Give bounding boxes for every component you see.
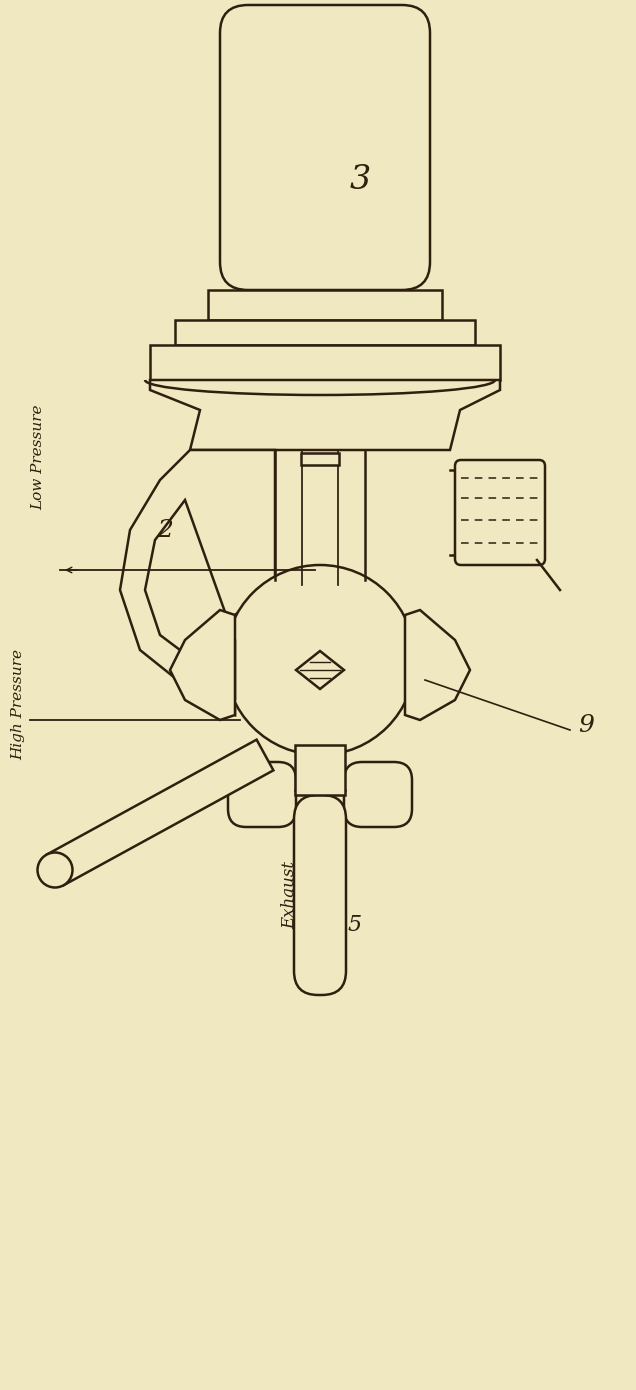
Polygon shape xyxy=(296,651,344,689)
FancyBboxPatch shape xyxy=(228,762,296,827)
Text: 2: 2 xyxy=(157,518,173,542)
Text: 9: 9 xyxy=(578,713,594,737)
FancyBboxPatch shape xyxy=(344,762,412,827)
Polygon shape xyxy=(150,379,500,450)
Bar xyxy=(301,453,339,466)
Bar xyxy=(175,320,475,345)
Polygon shape xyxy=(405,610,470,720)
Bar xyxy=(295,745,345,795)
Text: 3: 3 xyxy=(349,164,371,196)
Circle shape xyxy=(38,852,73,887)
Text: High Pressure: High Pressure xyxy=(11,649,25,760)
Bar xyxy=(150,345,500,379)
Polygon shape xyxy=(46,739,273,885)
FancyBboxPatch shape xyxy=(220,6,430,291)
Polygon shape xyxy=(120,450,275,714)
FancyBboxPatch shape xyxy=(455,460,545,564)
Circle shape xyxy=(225,564,415,755)
Text: 5: 5 xyxy=(348,915,362,935)
Text: Low Pressure: Low Pressure xyxy=(31,404,45,510)
FancyBboxPatch shape xyxy=(294,795,346,995)
Text: Exhaust: Exhaust xyxy=(282,860,298,929)
Bar xyxy=(208,291,442,320)
Polygon shape xyxy=(145,500,235,701)
Circle shape xyxy=(247,587,393,733)
Polygon shape xyxy=(170,610,235,720)
